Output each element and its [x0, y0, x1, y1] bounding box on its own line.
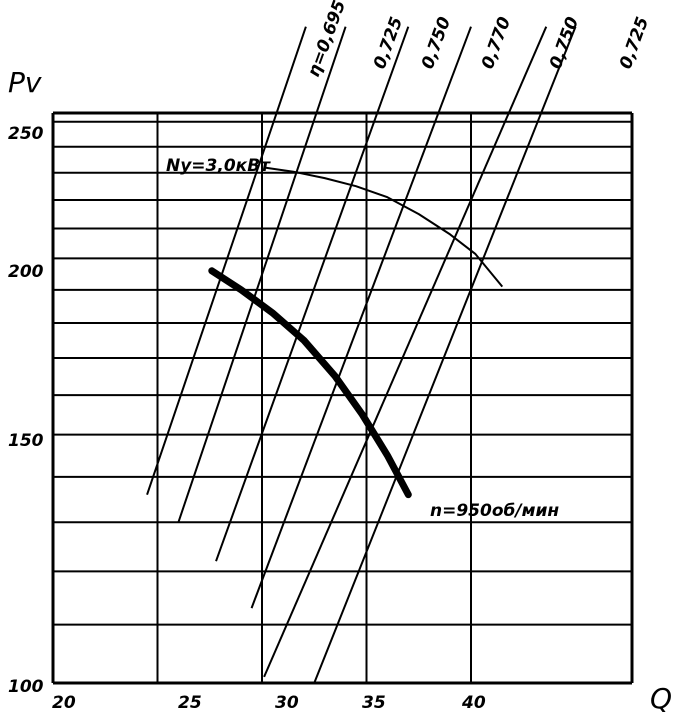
power-curve — [263, 166, 504, 288]
efficiency-line — [250, 26, 472, 609]
x-tick-label: 35 — [362, 693, 386, 713]
speed-curve-label: n=950об/мин — [430, 501, 559, 521]
efficiency-label: 0,750 — [546, 14, 583, 72]
efficiency-line — [215, 26, 410, 562]
y-tick-label: 250 — [8, 124, 44, 144]
efficiency-line — [177, 26, 347, 523]
efficiency-lines — [146, 26, 577, 684]
efficiency-line — [146, 26, 307, 495]
x-tick-label: 30 — [275, 693, 299, 713]
efficiency-label: 0,750 — [418, 14, 455, 72]
chart-curves — [208, 166, 504, 499]
x-tick-label: 40 — [461, 693, 486, 713]
power-curve-label: Ny=3,0кВт — [166, 156, 271, 176]
y-tick-label: 100 — [8, 677, 44, 697]
efficiency-line — [263, 26, 548, 678]
y-axis-title: Pv — [8, 66, 42, 99]
chart-frame — [51, 111, 634, 685]
x-tick-label: 25 — [178, 693, 202, 713]
x-tick-label: 20 — [52, 693, 76, 713]
efficiency-label: 0,725 — [616, 14, 653, 71]
efficiency-label: η=0,695 — [304, 0, 350, 80]
y-tick-label: 200 — [8, 262, 44, 282]
efficiency-line — [313, 26, 577, 684]
speed-curve — [208, 267, 412, 499]
x-axis-title: Q — [650, 682, 672, 715]
efficiency-label: 0,770 — [478, 14, 515, 72]
y-tick-label: 150 — [8, 431, 44, 451]
chart-grid — [53, 113, 632, 683]
